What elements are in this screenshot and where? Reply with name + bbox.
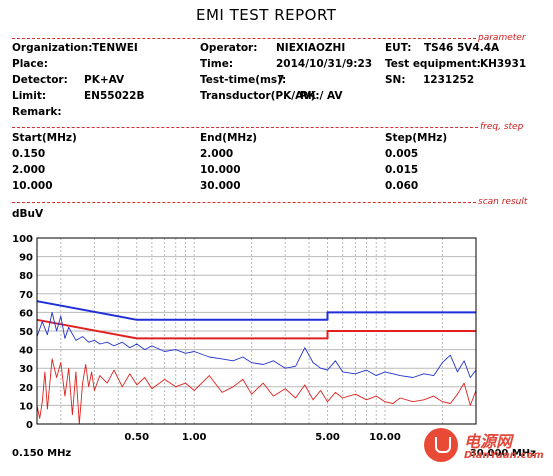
section-divider-parameter [12, 38, 476, 39]
test-time-label: Test-time(ms): [200, 74, 287, 86]
section-label-parameter: parameter [478, 33, 526, 43]
detector-label: Detector: [12, 74, 68, 86]
table-header-step: Step(MHz) [385, 132, 448, 144]
organization-label: Organization: [12, 42, 93, 54]
place-label: Place: [12, 58, 48, 70]
x-tick-label: 0.50 [124, 432, 149, 443]
y-tick-label: 60 [19, 308, 33, 319]
limit-label: Limit: [12, 90, 47, 102]
x-tick-label: 0.150 MHz [12, 448, 71, 459]
y-tick-label: 30 [19, 364, 33, 375]
section-label-freq-step: freq, step [480, 122, 524, 132]
table-cell: 10.000 [12, 180, 53, 192]
y-tick-label: 40 [19, 346, 33, 357]
table-cell: 0.005 [385, 148, 419, 160]
sn-value: 1231252 [423, 74, 475, 86]
section-divider-freq-step [12, 127, 478, 128]
table-header-start: Start(MHz) [12, 132, 77, 144]
table-cell: 2.000 [200, 148, 234, 160]
x-tick-label: 10.00 [369, 432, 401, 443]
measurement-trace-3 [36, 358, 477, 425]
test-time-value: 7 [277, 74, 285, 86]
table-cell: 0.015 [385, 164, 419, 176]
transductor-value: PK / AV [300, 90, 343, 102]
plug-icon [435, 437, 451, 453]
watermark-sub-text: DianYuan.com [464, 450, 544, 461]
table-cell: 0.060 [385, 180, 419, 192]
time-label: Time: [200, 58, 234, 70]
operator-label: Operator: [200, 42, 258, 54]
y-tick-label: 100 [12, 234, 33, 245]
detector-value: PK+AV [84, 74, 125, 86]
test-equipment-label: Test equipment: [385, 58, 481, 70]
y-axis-unit-label: dBuV [12, 208, 44, 220]
limit-line-1 [36, 318, 476, 340]
table-cell: 2.000 [12, 164, 46, 176]
y-tick-label: 70 [19, 290, 33, 301]
measurement-trace-2 [36, 311, 477, 378]
limit-value: EN55022B [84, 90, 145, 102]
y-tick-label: 20 [19, 383, 33, 394]
table-cell: 10.000 [200, 164, 241, 176]
x-tick-label: 5.00 [315, 432, 340, 443]
sn-label: SN: [385, 74, 406, 86]
section-divider-scan-result [12, 202, 476, 203]
y-tick-label: 50 [19, 327, 33, 338]
section-label-scan-result: scan result [478, 197, 528, 207]
table-cell: 0.150 [12, 148, 46, 160]
report-title: EMI TEST REPORT [196, 6, 337, 24]
y-tick-label: 10 [19, 401, 33, 412]
remark-label: Remark: [12, 106, 62, 118]
x-tick-label: 30.000 MHz [470, 448, 536, 459]
time-value: 2014/10/31/9:23 [276, 58, 373, 70]
organization-value: TENWEI [92, 42, 138, 54]
eut-value: TS46 5V4.4A [424, 42, 500, 54]
table-cell: 30.000 [200, 180, 241, 192]
y-tick-label: 80 [19, 271, 33, 282]
x-tick-label: 1.00 [182, 432, 207, 443]
limit-line-0 [36, 300, 476, 321]
transductor-label: Transductor(PK/AV): [200, 90, 320, 102]
test-equipment-value: KH3931 [480, 58, 527, 70]
watermark: 电源网 DianYuan.com [424, 428, 546, 468]
y-tick-label: 90 [19, 253, 33, 264]
watermark-logo [424, 428, 458, 462]
table-header-end: End(MHz) [200, 132, 258, 144]
watermark-main-text: 电源网 [464, 432, 513, 451]
operator-value: NIEXIAOZHI [276, 42, 346, 54]
eut-label: EUT: [385, 42, 412, 54]
y-tick-label: 0 [26, 420, 33, 431]
plot-frame [36, 237, 477, 425]
